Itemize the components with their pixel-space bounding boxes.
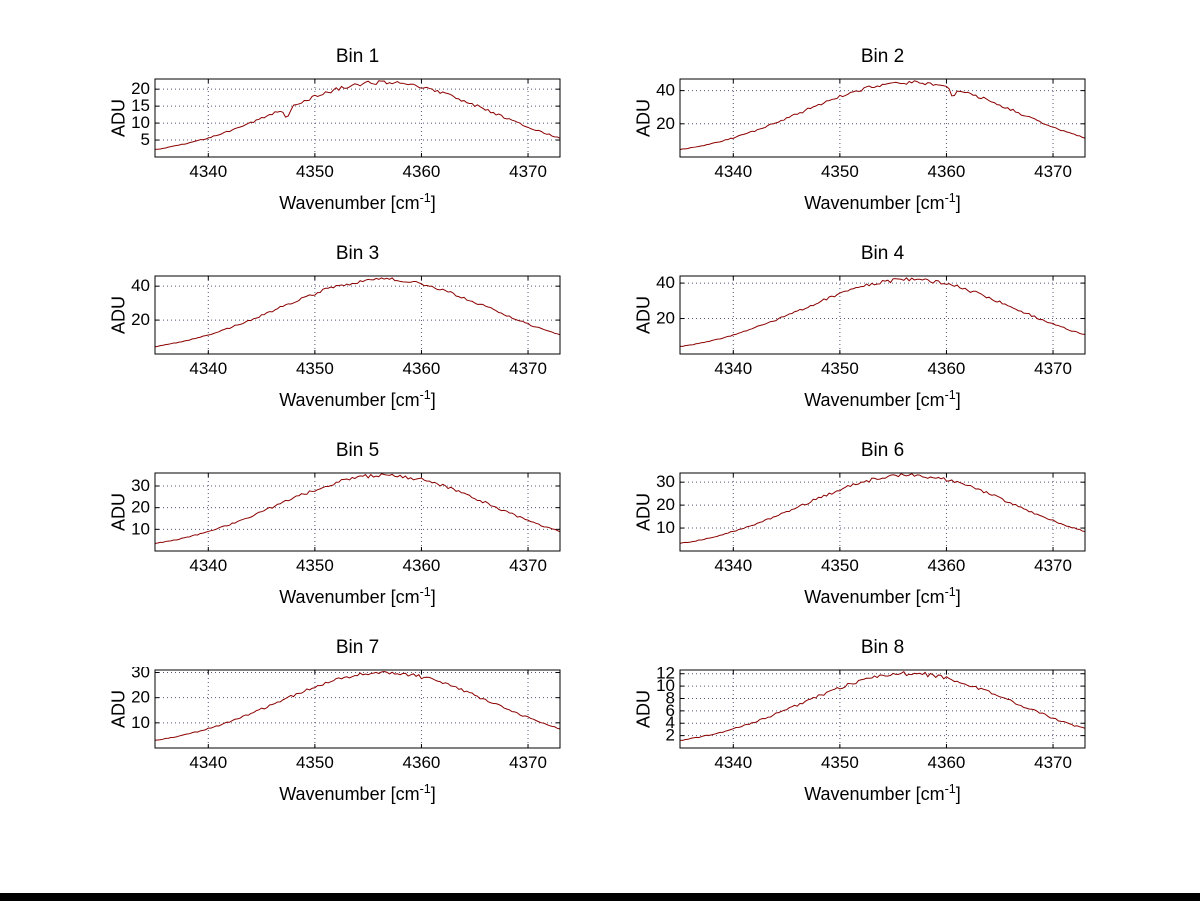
y-axis-label: ADU <box>108 98 129 138</box>
svg-text:20: 20 <box>131 310 150 329</box>
subplot-bin-4: Bin 4 ADU 4340 4350 4360 4370 20 40 Wavenumbe… <box>630 239 1090 418</box>
svg-text:8: 8 <box>666 688 675 707</box>
y-axis-label: ADU <box>633 98 654 138</box>
x-axis-label: Wavenumber [cm-1] <box>804 782 961 804</box>
svg-text:10: 10 <box>656 676 675 695</box>
plot-area-bin-3: 4340 4350 4360 4370 20 40 <box>131 275 561 378</box>
svg-text:4370: 4370 <box>1034 162 1072 181</box>
svg-text:15: 15 <box>131 96 150 115</box>
y-axis-label: ADU <box>108 689 129 729</box>
svg-text:4340: 4340 <box>714 359 752 378</box>
svg-text:30: 30 <box>656 472 675 491</box>
svg-text:5: 5 <box>141 130 150 149</box>
x-axis-label: Wavenumber [cm-1] <box>804 388 961 410</box>
svg-text:4360: 4360 <box>403 556 441 575</box>
svg-text:4350: 4350 <box>821 162 859 181</box>
svg-text:4360: 4360 <box>403 753 441 772</box>
svg-text:40: 40 <box>131 276 150 295</box>
svg-text:4350: 4350 <box>821 556 859 575</box>
svg-text:10: 10 <box>131 113 150 132</box>
svg-text:20: 20 <box>131 688 150 707</box>
svg-text:30: 30 <box>131 476 150 495</box>
svg-text:4370: 4370 <box>509 162 547 181</box>
svg-text:40: 40 <box>656 273 675 292</box>
subplot-title: Bin 1 <box>335 46 380 67</box>
svg-text:4350: 4350 <box>296 753 334 772</box>
svg-text:4340: 4340 <box>714 162 752 181</box>
plot-area-bin-7: 4340 4350 4360 4370 10 20 30 <box>131 667 561 772</box>
svg-text:4370: 4370 <box>509 753 547 772</box>
svg-text:4370: 4370 <box>1034 753 1072 772</box>
y-axis-label: ADU <box>108 295 129 335</box>
svg-text:4350: 4350 <box>296 162 334 181</box>
svg-text:4350: 4350 <box>821 753 859 772</box>
svg-text:2: 2 <box>666 726 675 745</box>
svg-text:12: 12 <box>656 667 675 683</box>
x-axis-label: Wavenumber [cm-1] <box>279 388 436 410</box>
bottom-border <box>0 893 1200 901</box>
svg-text:4340: 4340 <box>714 753 752 772</box>
svg-text:4350: 4350 <box>296 359 334 378</box>
subplot-bin-7: Bin 7 ADU 4340 4350 4360 4370 10 20 30 Wavenum… <box>105 633 565 812</box>
svg-text:4340: 4340 <box>189 162 227 181</box>
svg-text:4340: 4340 <box>189 753 227 772</box>
svg-text:10: 10 <box>656 518 675 537</box>
x-axis-label: Wavenumber [cm-1] <box>279 585 436 607</box>
x-axis-label: Wavenumber [cm-1] <box>804 191 961 213</box>
subplot-title: Bin 2 <box>860 46 905 67</box>
svg-text:4340: 4340 <box>189 556 227 575</box>
subplot-title: Bin 5 <box>335 440 380 461</box>
y-axis-label: ADU <box>108 492 129 532</box>
figure-grid: Bin 1 ADU 4340 4350 4360 4370 5 10 15 20 Wavenu… <box>105 42 1090 812</box>
plot-area-bin-5: 4340 4350 4360 4370 10 20 30 <box>131 472 561 575</box>
subplot-bin-8: Bin 8 ADU 4340 4350 4360 4370 2 4 6 8 10 12 Waven… <box>630 633 1090 812</box>
svg-text:4360: 4360 <box>403 162 441 181</box>
subplot-title: Bin 8 <box>860 637 905 658</box>
svg-text:4360: 4360 <box>928 359 966 378</box>
svg-text:4360: 4360 <box>928 162 966 181</box>
svg-text:4370: 4370 <box>1034 359 1072 378</box>
subplot-title: Bin 7 <box>335 637 380 658</box>
svg-text:4370: 4370 <box>509 359 547 378</box>
subplot-bin-3: Bin 3 ADU 4340 4350 4360 4370 20 40 Wavenumbe… <box>105 239 565 418</box>
subplot-title: Bin 6 <box>860 440 905 461</box>
y-axis-label: ADU <box>633 492 654 532</box>
svg-text:20: 20 <box>131 79 150 98</box>
subplot-bin-6: Bin 6 ADU 4340 4350 4360 4370 10 20 30 Wavenum… <box>630 436 1090 615</box>
svg-text:4370: 4370 <box>509 556 547 575</box>
plot-area-bin-2: 4340 4350 4360 4370 20 40 <box>656 78 1086 181</box>
svg-text:6: 6 <box>666 701 675 720</box>
subplot-bin-5: Bin 5 ADU 4340 4350 4360 4370 10 20 30 Wavenum… <box>105 436 565 615</box>
svg-text:4350: 4350 <box>821 359 859 378</box>
svg-text:4370: 4370 <box>1034 556 1072 575</box>
svg-text:10: 10 <box>131 713 150 732</box>
subplot-bin-2: Bin 2 ADU 4340 4350 4360 4370 20 40 Wavenumbe… <box>630 42 1090 221</box>
y-axis-label: ADU <box>633 689 654 729</box>
svg-text:10: 10 <box>131 519 150 538</box>
x-axis-label: Wavenumber [cm-1] <box>279 191 436 213</box>
svg-text:30: 30 <box>131 667 150 682</box>
svg-text:4340: 4340 <box>189 359 227 378</box>
svg-text:4360: 4360 <box>928 753 966 772</box>
plot-area-bin-4: 4340 4350 4360 4370 20 40 <box>656 273 1086 378</box>
svg-text:4360: 4360 <box>403 359 441 378</box>
svg-text:4340: 4340 <box>714 556 752 575</box>
subplot-title: Bin 3 <box>335 243 380 264</box>
subplot-bin-1: Bin 1 ADU 4340 4350 4360 4370 5 10 15 20 Wavenu… <box>105 42 565 221</box>
svg-text:40: 40 <box>656 81 675 100</box>
svg-text:20: 20 <box>656 114 675 133</box>
x-axis-label: Wavenumber [cm-1] <box>279 782 436 804</box>
svg-text:20: 20 <box>656 495 675 514</box>
y-axis-label: ADU <box>633 295 654 335</box>
svg-text:4350: 4350 <box>296 556 334 575</box>
svg-text:4: 4 <box>666 713 675 732</box>
svg-text:20: 20 <box>131 498 150 517</box>
plot-area-bin-6: 4340 4350 4360 4370 10 20 30 <box>656 472 1086 575</box>
x-axis-label: Wavenumber [cm-1] <box>804 585 961 607</box>
svg-text:20: 20 <box>656 309 675 328</box>
subplot-title: Bin 4 <box>860 243 905 264</box>
svg-text:4360: 4360 <box>928 556 966 575</box>
